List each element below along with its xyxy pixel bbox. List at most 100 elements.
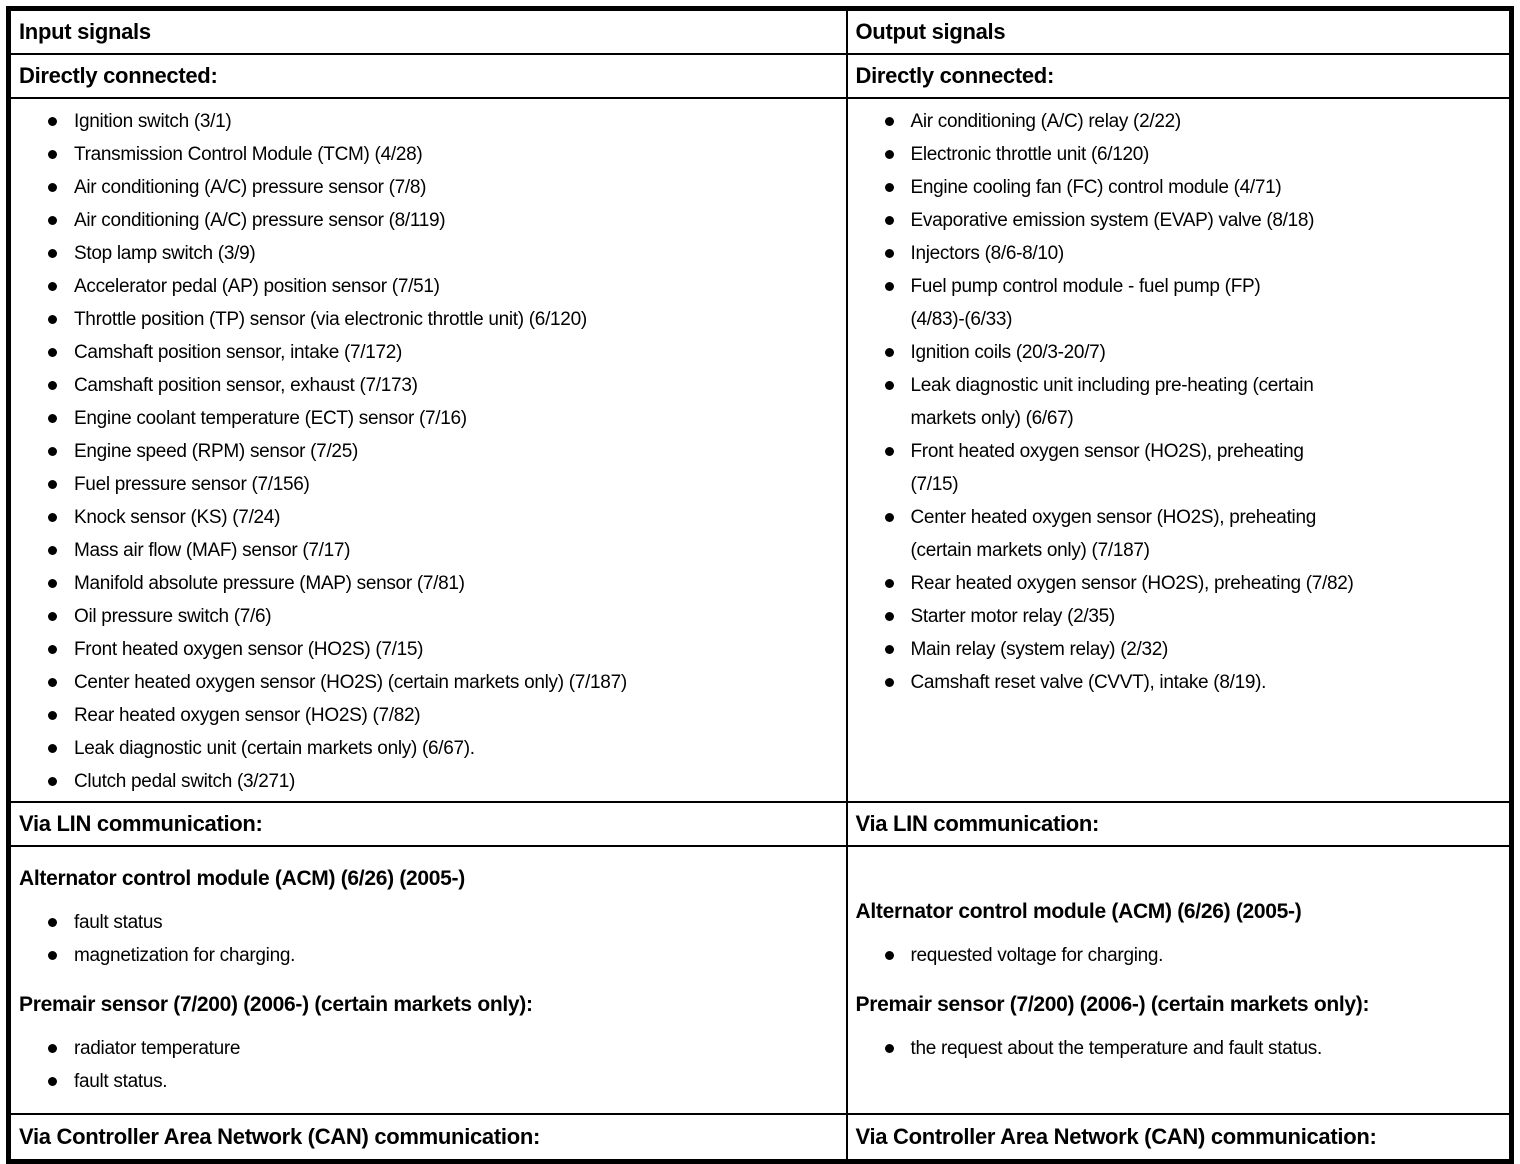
list-item: Rear heated oxygen sensor (HO2S), prehea…: [884, 567, 1502, 600]
bullet-icon: [884, 447, 894, 456]
list-item-text: requested voltage for charging.: [910, 945, 1164, 966]
bullet-icon: [48, 546, 57, 555]
list-item: Ignition switch (3/1): [47, 105, 838, 138]
bullet-icon: [884, 117, 894, 126]
list-item-text: Manifold absolute pressure (MAP) sensor …: [74, 573, 465, 594]
output-via-lin-label: Via LIN communication:: [845, 801, 1513, 847]
list-item: Center heated oxygen sensor (HO2S) (cert…: [47, 666, 838, 699]
signals-table: Input signals Output signals Directly co…: [6, 6, 1514, 1164]
bullet-icon: [884, 348, 894, 357]
list-item: Front heated oxygen sensor (HO2S) (7/15): [47, 633, 838, 666]
list-item: radiator temperature: [47, 1032, 838, 1065]
list-item-text: Ignition coils (20/3-20/7): [910, 342, 1106, 363]
list-item-text: Stop lamp switch (3/9): [74, 243, 256, 264]
output-premair-list: the request about the temperature and fa…: [856, 1032, 1502, 1065]
bullet-icon: [48, 249, 57, 258]
list-item-text: Fuel pressure sensor (7/156): [74, 474, 310, 495]
bullet-icon: [48, 117, 57, 126]
bullet-icon: [48, 711, 57, 720]
list-item-text: Ignition switch (3/1): [74, 111, 232, 132]
input-direct-list-cell: Ignition switch (3/1) Transmission Contr…: [7, 97, 848, 803]
list-item: fault status: [47, 906, 838, 939]
list-item: Leak diagnostic unit including pre-heati…: [884, 369, 1502, 435]
list-item-text: Camshaft reset valve (CVVT), intake (8/1…: [910, 672, 1267, 693]
list-item-text: Knock sensor (KS) (7/24): [74, 507, 281, 528]
list-item-text: Engine speed (RPM) sensor (7/25): [74, 441, 358, 462]
list-item-text: Mass air flow (MAF) sensor (7/17): [74, 540, 351, 561]
list-item-text: Electronic throttle unit (6/120): [910, 144, 1150, 165]
list-item-text: Camshaft position sensor, intake (7/172): [74, 342, 403, 363]
bullet-icon: [48, 216, 57, 225]
bullet-icon: [48, 150, 57, 159]
column-header-row: Input signals Output signals: [7, 7, 1513, 55]
list-item: Front heated oxygen sensor (HO2S), prehe…: [884, 435, 1502, 501]
list-item: Rear heated oxygen sensor (HO2S) (7/82): [47, 699, 838, 732]
list-item: Ignition coils (20/3-20/7): [884, 336, 1502, 369]
list-item: Air conditioning (A/C) pressure sensor (…: [47, 204, 838, 237]
list-item-text: Air conditioning (A/C) pressure sensor (…: [74, 210, 446, 231]
output-signals-header: Output signals: [845, 7, 1513, 55]
bullet-icon: [48, 513, 57, 522]
list-item: Electronic throttle unit (6/120): [884, 138, 1502, 171]
output-acm-list: requested voltage for charging.: [856, 939, 1502, 972]
bullet-icon: [884, 1044, 894, 1053]
output-via-can-label: Via Controller Area Network (CAN) commun…: [845, 1113, 1513, 1163]
bullet-icon: [48, 282, 57, 291]
list-item-text: Center heated oxygen sensor (HO2S), preh…: [910, 507, 1317, 561]
bullet-icon: [884, 645, 894, 654]
list-item: Fuel pump control module - fuel pump (FP…: [884, 270, 1502, 336]
via-lin-row: Via LIN communication: Via LIN communica…: [7, 801, 1513, 847]
bullet-icon: [884, 282, 894, 291]
list-item-text: fault status: [74, 912, 163, 933]
list-item: Camshaft position sensor, intake (7/172): [47, 336, 838, 369]
list-item: Injectors (8/6-8/10): [884, 237, 1502, 270]
list-item-text: radiator temperature: [74, 1038, 241, 1059]
list-item: requested voltage for charging.: [884, 939, 1502, 972]
bullet-icon: [48, 447, 57, 456]
output-direct-list: Air conditioning (A/C) relay (2/22) Elec…: [856, 105, 1502, 699]
bullet-icon: [48, 645, 57, 654]
output-direct-list-cell: Air conditioning (A/C) relay (2/22) Elec…: [845, 97, 1513, 803]
bullet-icon: [48, 480, 57, 489]
list-item: Camshaft reset valve (CVVT), intake (8/1…: [884, 666, 1502, 699]
directly-connected-lists-row: Ignition switch (3/1) Transmission Contr…: [7, 97, 1513, 803]
list-item-text: Front heated oxygen sensor (HO2S), prehe…: [910, 441, 1304, 495]
list-item: Center heated oxygen sensor (HO2S), preh…: [884, 501, 1502, 567]
bullet-icon: [884, 249, 894, 258]
list-item: Evaporative emission system (EVAP) valve…: [884, 204, 1502, 237]
bullet-icon: [884, 183, 894, 192]
list-item-text: Starter motor relay (2/35): [910, 606, 1116, 627]
bullet-icon: [48, 315, 57, 324]
list-item-text: Injectors (8/6-8/10): [910, 243, 1065, 264]
list-item-text: Fuel pump control module - fuel pump (FP…: [910, 276, 1261, 330]
list-item: Accelerator pedal (AP) position sensor (…: [47, 270, 838, 303]
input-acm-list: fault status magnetization for charging.: [19, 906, 838, 972]
list-item-text: Engine cooling fan (FC) control module (…: [910, 177, 1282, 198]
list-item: the request about the temperature and fa…: [884, 1032, 1502, 1065]
list-item: Fuel pressure sensor (7/156): [47, 468, 838, 501]
list-item-text: Clutch pedal switch (3/271): [74, 771, 296, 792]
list-item: Transmission Control Module (TCM) (4/28): [47, 138, 838, 171]
via-can-row: Via Controller Area Network (CAN) commun…: [7, 1113, 1513, 1163]
list-item-text: Rear heated oxygen sensor (HO2S), prehea…: [910, 573, 1354, 594]
list-item: Throttle position (TP) sensor (via elect…: [47, 303, 838, 336]
list-item-text: Transmission Control Module (TCM) (4/28): [74, 144, 423, 165]
list-item: Main relay (system relay) (2/32): [884, 633, 1502, 666]
list-item-text: Accelerator pedal (AP) position sensor (…: [74, 276, 440, 297]
bullet-icon: [48, 348, 57, 357]
list-item: Stop lamp switch (3/9): [47, 237, 838, 270]
input-lin-detail-cell: Alternator control module (ACM) (6/26) (…: [7, 845, 848, 1115]
bullet-icon: [884, 513, 894, 522]
list-item: Oil pressure switch (7/6): [47, 600, 838, 633]
bullet-icon: [48, 918, 57, 927]
bullet-icon: [48, 777, 57, 786]
output-lin-detail-cell: Alternator control module (ACM) (6/26) (…: [845, 845, 1513, 1115]
bullet-icon: [48, 744, 57, 753]
list-item-text: magnetization for charging.: [74, 945, 296, 966]
list-item: Camshaft position sensor, exhaust (7/173…: [47, 369, 838, 402]
directly-connected-row: Directly connected: Directly connected:: [7, 53, 1513, 99]
list-item: fault status.: [47, 1065, 838, 1098]
bullet-icon: [48, 414, 57, 423]
list-item: Leak diagnostic unit (certain markets on…: [47, 732, 838, 765]
